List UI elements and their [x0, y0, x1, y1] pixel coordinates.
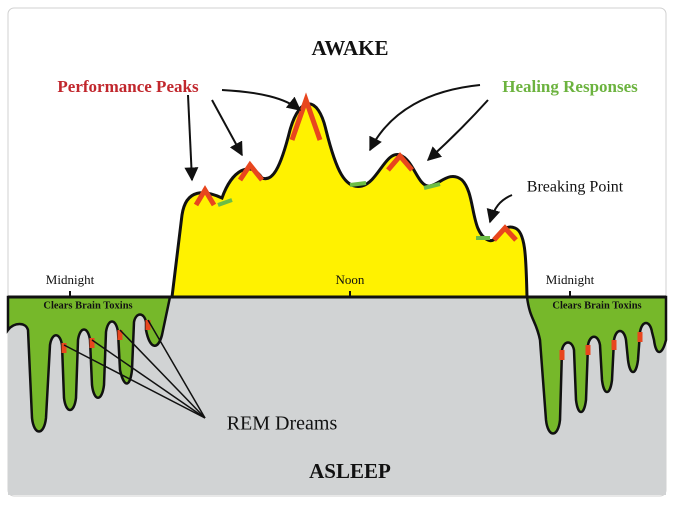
- healing-responses-label: Healing Responses: [502, 77, 638, 96]
- rem-highlights-right: [559, 332, 643, 360]
- clears-toxins-label: Clears Brain Toxins: [43, 300, 132, 311]
- sleep-curve-left: [6, 295, 172, 433]
- time-label: Midnight: [546, 272, 595, 287]
- asleep-label: ASLEEP: [309, 459, 391, 483]
- time-label: Midnight: [46, 272, 95, 287]
- arrows: [184, 84, 513, 224]
- peak-highlights: [193, 92, 518, 242]
- performance-peaks-label: Performance Peaks: [57, 77, 199, 96]
- sleep-curve-right: [525, 295, 668, 435]
- rem-dreams-label: REM Dreams: [227, 413, 338, 435]
- healing-highlights: [217, 181, 490, 240]
- breaking-point-label: Breaking Point: [527, 179, 624, 196]
- time-label: Noon: [336, 272, 365, 287]
- rem-pointers: [63, 319, 206, 419]
- clears-toxins-label: Clears Brain Toxins: [552, 300, 641, 311]
- awake-label: AWAKE: [311, 36, 388, 60]
- rem-highlights-left: [61, 320, 151, 353]
